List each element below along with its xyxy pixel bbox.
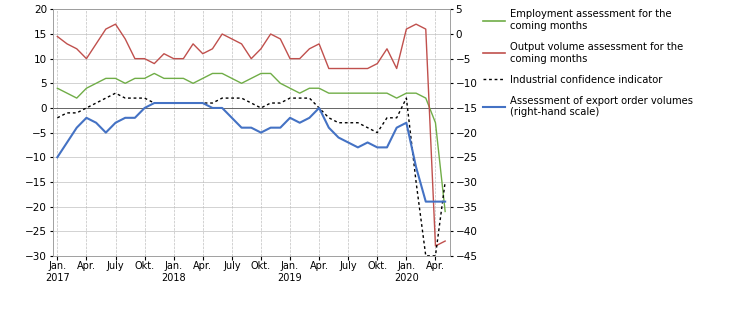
Legend: Employment assessment for the
coming months, Output volume assessment for the
co: Employment assessment for the coming mon…	[483, 9, 693, 117]
